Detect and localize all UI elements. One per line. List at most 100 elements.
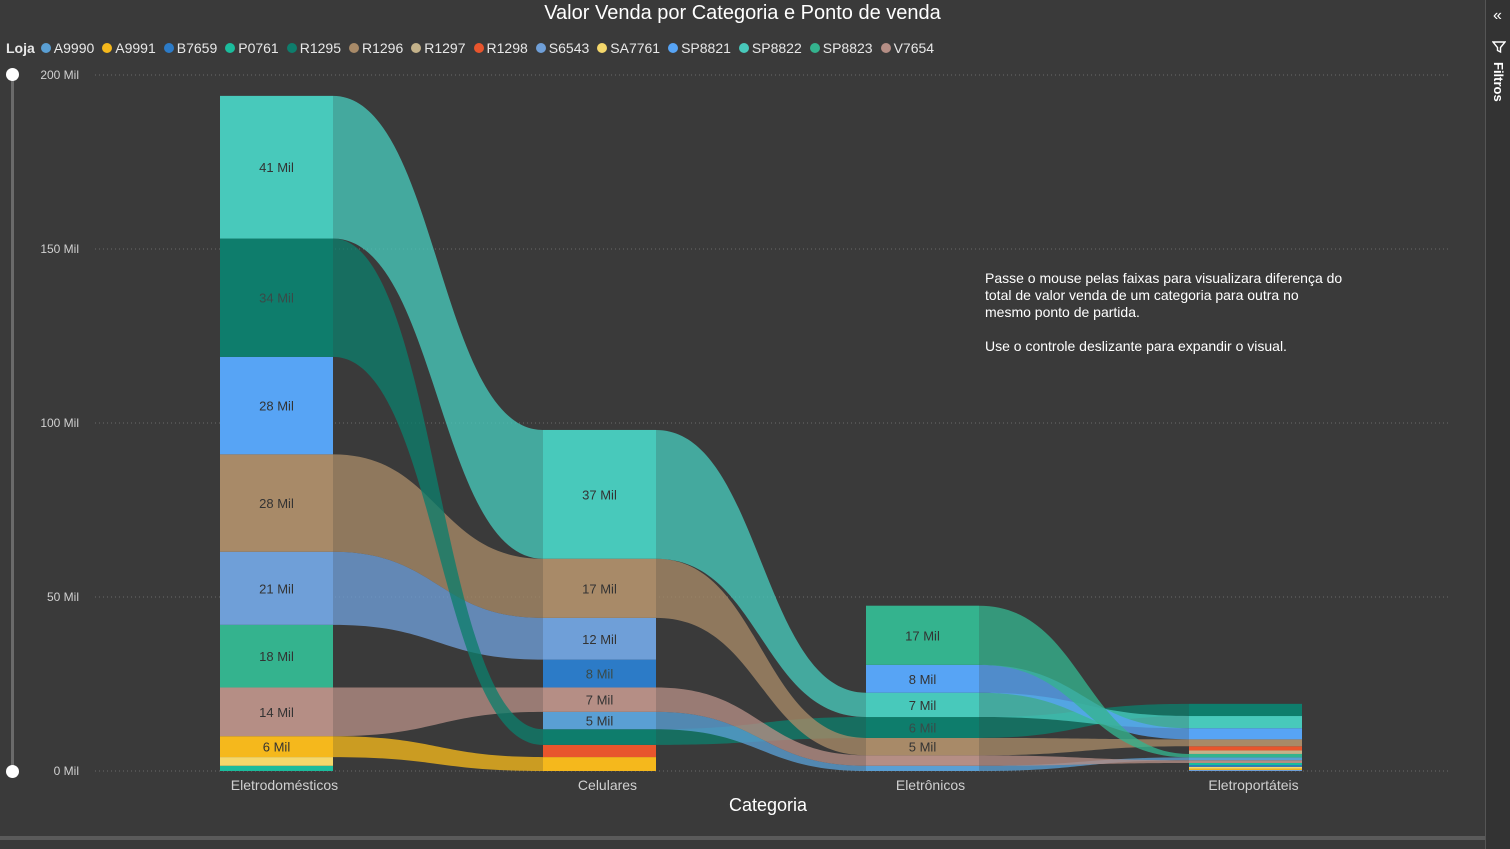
bar-segment-v7654[interactable]: [543, 687, 656, 712]
bar-segment-r1295[interactable]: [1189, 703, 1302, 717]
legend-item-r1298[interactable]: R1298: [473, 40, 528, 56]
bar-segment-r1295[interactable]: [543, 729, 656, 745]
x-tick-label: Eletrônicos: [896, 777, 965, 793]
legend: Loja A9990 A9991 B7659 P0761 R1295 R1296 R1297…: [6, 38, 942, 58]
bar-segment-b7659[interactable]: [1189, 765, 1302, 767]
bar-segment-r1297[interactable]: [1189, 750, 1302, 754]
ribbon-v7654[interactable]: [656, 687, 866, 766]
legend-item-v7654[interactable]: V7654: [880, 40, 934, 56]
ribbon-a9991[interactable]: [333, 736, 543, 771]
legend-item-sa7761[interactable]: SA7761: [597, 40, 660, 56]
bar-segment-b7659[interactable]: [543, 659, 656, 688]
legend-label: R1295: [299, 40, 341, 56]
bar-segment-sp8822[interactable]: [543, 429, 656, 559]
bar-segment-a9991[interactable]: [1189, 768, 1302, 770]
bar-segment-a9990[interactable]: [1189, 757, 1302, 761]
data-label: 5 Mil: [909, 740, 937, 755]
y-tick-label: 200 Mil: [40, 68, 79, 82]
legend-dot: [738, 43, 749, 53]
ribbon-sp8822[interactable]: [656, 429, 866, 718]
data-label: 28 Mil: [259, 496, 294, 511]
bar-segment-sp8822[interactable]: [1189, 716, 1302, 729]
bar-segment-s6543[interactable]: [543, 617, 656, 660]
bar-segment-sp8823[interactable]: [1189, 753, 1302, 758]
legend-item-p0761[interactable]: P0761: [225, 40, 279, 56]
data-label: 17 Mil: [905, 628, 940, 643]
bar-segment-p0761[interactable]: [1189, 762, 1302, 766]
ribbon-v7654[interactable]: [979, 755, 1189, 766]
bar-segment-a9990[interactable]: [866, 765, 979, 771]
bar-segment-sp8822[interactable]: [866, 692, 979, 718]
ribbon-chart[interactable]: 0 Mil 50 Mil 100 Mil 150 Mil 200 Mil 6 Mil 14 …: [0, 0, 1485, 836]
legend-label: A9990: [53, 40, 95, 56]
filter-icon: [1492, 41, 1506, 54]
bar-segment-p0761[interactable]: [220, 765, 333, 771]
ribbon-s6543[interactable]: [333, 551, 543, 660]
legend-item-b7659[interactable]: B7659: [163, 40, 217, 56]
ribbon-r1296[interactable]: [656, 558, 866, 756]
bar-segment-r1296[interactable]: [1189, 739, 1302, 747]
filters-label[interactable]: Filtros: [1491, 62, 1506, 102]
legend-item-a9990[interactable]: A9990: [40, 40, 95, 56]
zoom-slider-track[interactable]: [11, 74, 14, 772]
data-label: 6 Mil: [909, 721, 937, 736]
legend-dot: [348, 43, 359, 53]
bar-segment-sp8821[interactable]: [866, 664, 979, 693]
ribbon-sp8822[interactable]: [333, 95, 543, 559]
bar-segment-a9990[interactable]: [543, 711, 656, 730]
bar-segment-r1295[interactable]: [220, 238, 333, 357]
bar-segment-r1298[interactable]: [543, 744, 656, 758]
legend-item-r1296[interactable]: R1296: [348, 40, 403, 56]
zoom-slider-top-handle[interactable]: [6, 68, 19, 81]
legend-item-r1297[interactable]: R1297: [411, 40, 466, 56]
horizontal-scrollbar[interactable]: [0, 836, 1485, 840]
legend-label: SP8821: [681, 40, 731, 56]
bar-segment-v7654[interactable]: [866, 755, 979, 766]
data-label: 7 Mil: [909, 698, 937, 713]
bar-segment-sa7761[interactable]: [220, 757, 333, 766]
legend-item-r1295[interactable]: R1295: [286, 40, 341, 56]
bar-segment-sa7761[interactable]: [1189, 766, 1302, 769]
legend-label: SP8823: [822, 40, 873, 56]
ribbon-r1295[interactable]: [333, 238, 543, 745]
data-label: 14 Mil: [259, 705, 294, 720]
bar-segment-s6543[interactable]: [220, 551, 333, 625]
bar-segment-sp8822[interactable]: [220, 95, 333, 239]
data-label: 28 Mil: [259, 399, 294, 414]
data-label: 34 Mil: [259, 291, 294, 306]
bar-segment-r1296[interactable]: [220, 454, 333, 552]
legend-dot: [535, 43, 546, 53]
bar-segment-sp8823[interactable]: [220, 624, 333, 688]
bar-segment-v7654[interactable]: [220, 687, 333, 737]
filters-pane-collapsed[interactable]: « Filtros: [1485, 0, 1510, 849]
legend-label: SP8822: [751, 40, 802, 56]
legend-item-sp8822[interactable]: SP8822: [738, 40, 802, 56]
ribbon-a9990[interactable]: [656, 711, 866, 771]
ribbon-sp8823[interactable]: [979, 605, 1189, 758]
legend-label: P0761: [238, 40, 279, 56]
bar-segment-r1295[interactable]: [866, 717, 979, 738]
data-label: 21 Mil: [259, 581, 294, 596]
x-tick-label: Celulares: [578, 777, 637, 793]
legend-label: S6543: [548, 40, 590, 56]
legend-item-sp8823[interactable]: SP8823: [809, 40, 873, 56]
double-chevron-left-icon[interactable]: «: [1493, 7, 1502, 24]
data-label: 17 Mil: [582, 581, 617, 596]
legend-item-s6543[interactable]: S6543: [535, 40, 590, 56]
bar-segment-v7654[interactable]: [1189, 760, 1302, 763]
legend-item-sp8821[interactable]: SP8821: [668, 40, 731, 56]
bar-segment-s6543[interactable]: [1189, 769, 1302, 771]
ribbons: [333, 95, 1189, 771]
legend-dot: [809, 43, 820, 53]
bar-segment-r1298[interactable]: [1189, 746, 1302, 751]
bar-segment-a9991[interactable]: [543, 757, 656, 771]
bar-segment-sp8821[interactable]: [1189, 728, 1302, 740]
bar-segment-sp8821[interactable]: [220, 356, 333, 455]
bar-segment-a9991[interactable]: [220, 736, 333, 758]
bar-segment-sp8823[interactable]: [866, 605, 979, 665]
zoom-slider-bottom-handle[interactable]: [6, 765, 19, 778]
bar-segment-r1296[interactable]: [543, 558, 656, 618]
data-label: 18 Mil: [259, 649, 294, 664]
legend-item-a9991[interactable]: A9991: [102, 40, 156, 56]
bar-segment-r1296[interactable]: [866, 737, 979, 756]
